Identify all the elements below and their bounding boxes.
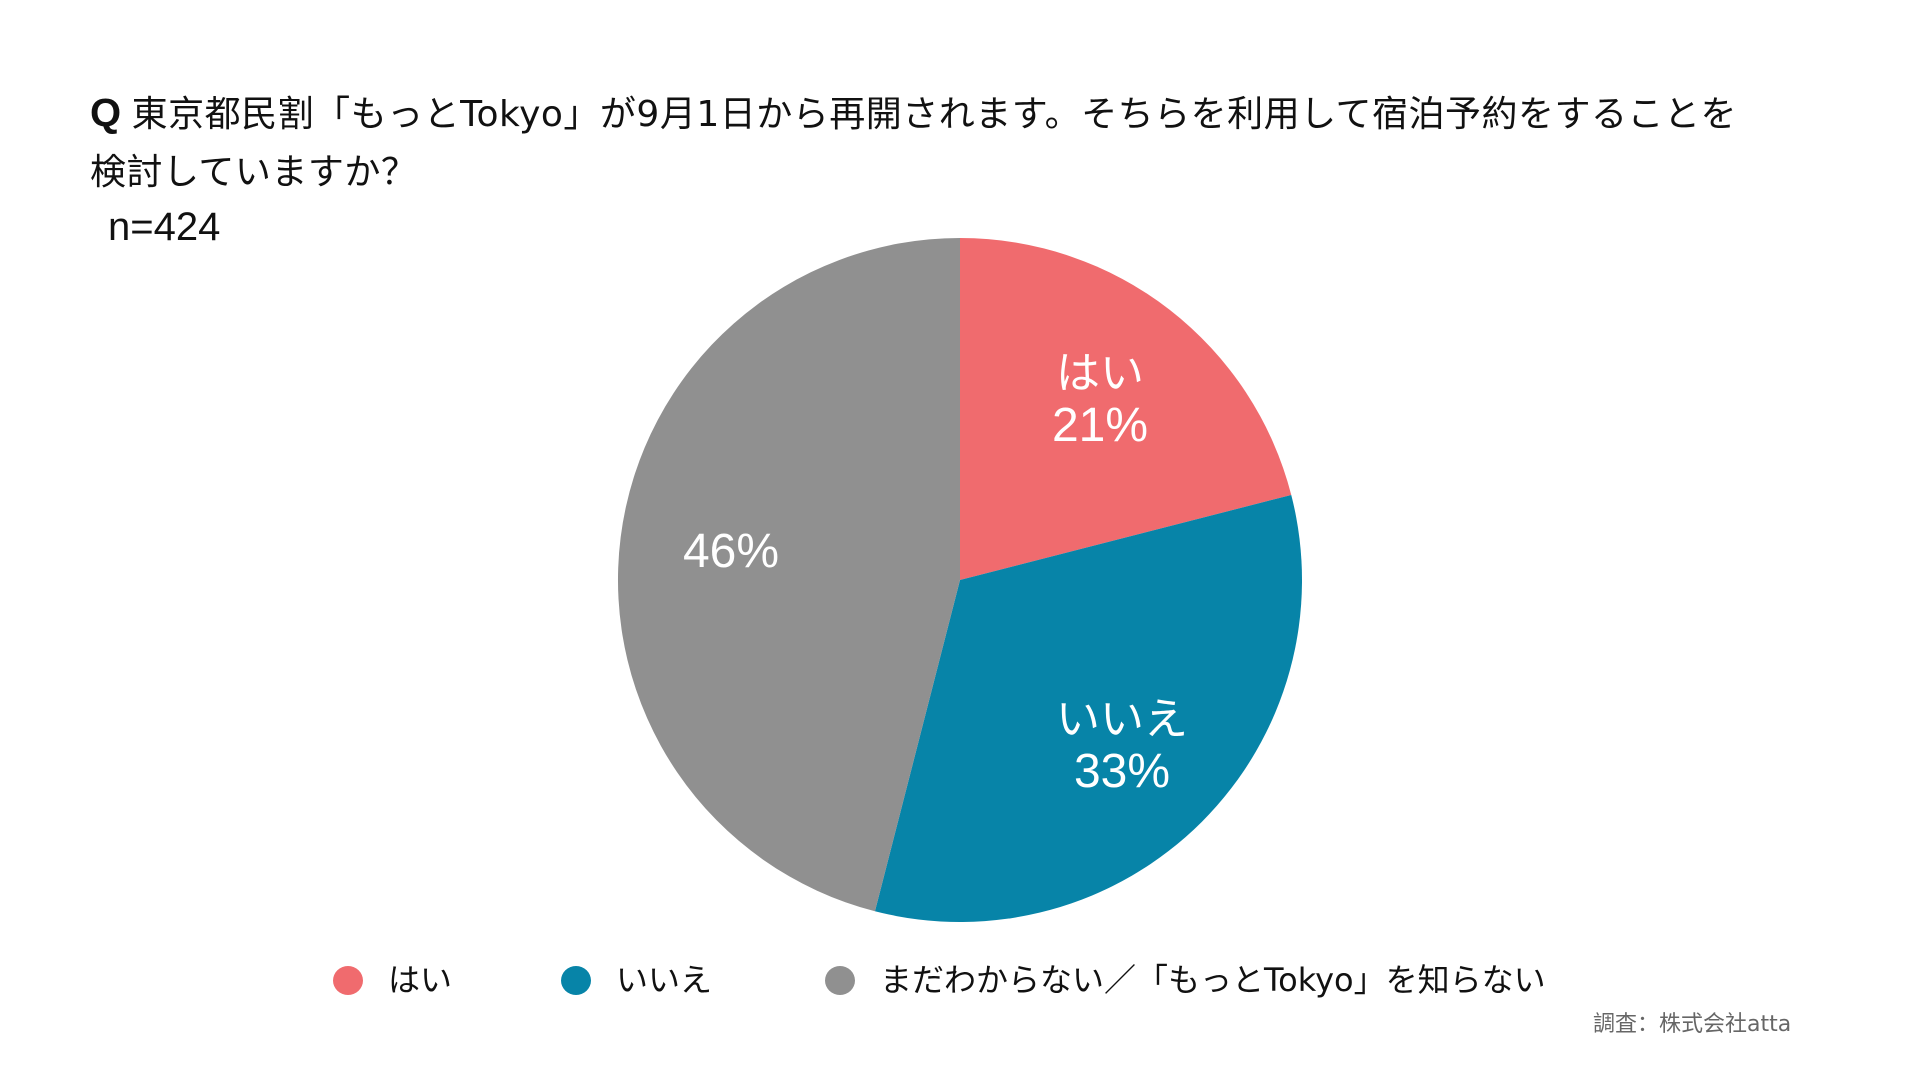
slice-label-yes: はい 21%: [1052, 348, 1148, 452]
slice-category: はい: [1055, 348, 1144, 399]
source-credit: 調査：株式会社atta: [1593, 1012, 1792, 1037]
pie-slice-1: [874, 494, 1303, 923]
pie-slice-2: [617, 238, 960, 912]
legend-dot-icon: [333, 965, 363, 995]
question-line-1: 東京都民割「もっとTokyo」が9月1日から再開されます。そちらを利用して宿泊予…: [131, 94, 1738, 135]
pie-slice-0: [960, 238, 1292, 580]
question-line-2: 検討していますか？: [90, 152, 418, 193]
pie-slices: [617, 238, 1303, 923]
sample-size: n=424: [108, 205, 221, 249]
slice-category: いいえ: [1056, 694, 1188, 745]
legend-dot-icon: [561, 965, 591, 995]
slice-label-unknown: 46%: [683, 526, 779, 578]
legend: はい いいえ まだわからない／「もっとTokyo」を知らない: [333, 958, 1546, 1002]
legend-label: はい: [388, 961, 453, 999]
legend-label: いいえ: [616, 961, 713, 999]
legend-item-unknown: まだわからない／「もっとTokyo」を知らない: [825, 958, 1546, 1002]
legend-item-no: いいえ: [561, 958, 825, 1002]
question-marker: Q: [90, 91, 122, 135]
slice-percent: 46%: [682, 525, 780, 578]
legend-item-yes: はい: [333, 958, 561, 1002]
chart-title: Q 東京都民割「もっとTokyo」が9月1日から再開されます。そちらを利用して宿泊…: [90, 84, 1850, 202]
slice-label-no: いいえ 33%: [1056, 694, 1188, 798]
slice-percent: 33%: [1073, 745, 1171, 798]
legend-label: まだわからない／「もっとTokyo」を知らない: [880, 961, 1546, 999]
slice-percent: 21%: [1051, 399, 1149, 452]
legend-dot-icon: [825, 965, 855, 995]
